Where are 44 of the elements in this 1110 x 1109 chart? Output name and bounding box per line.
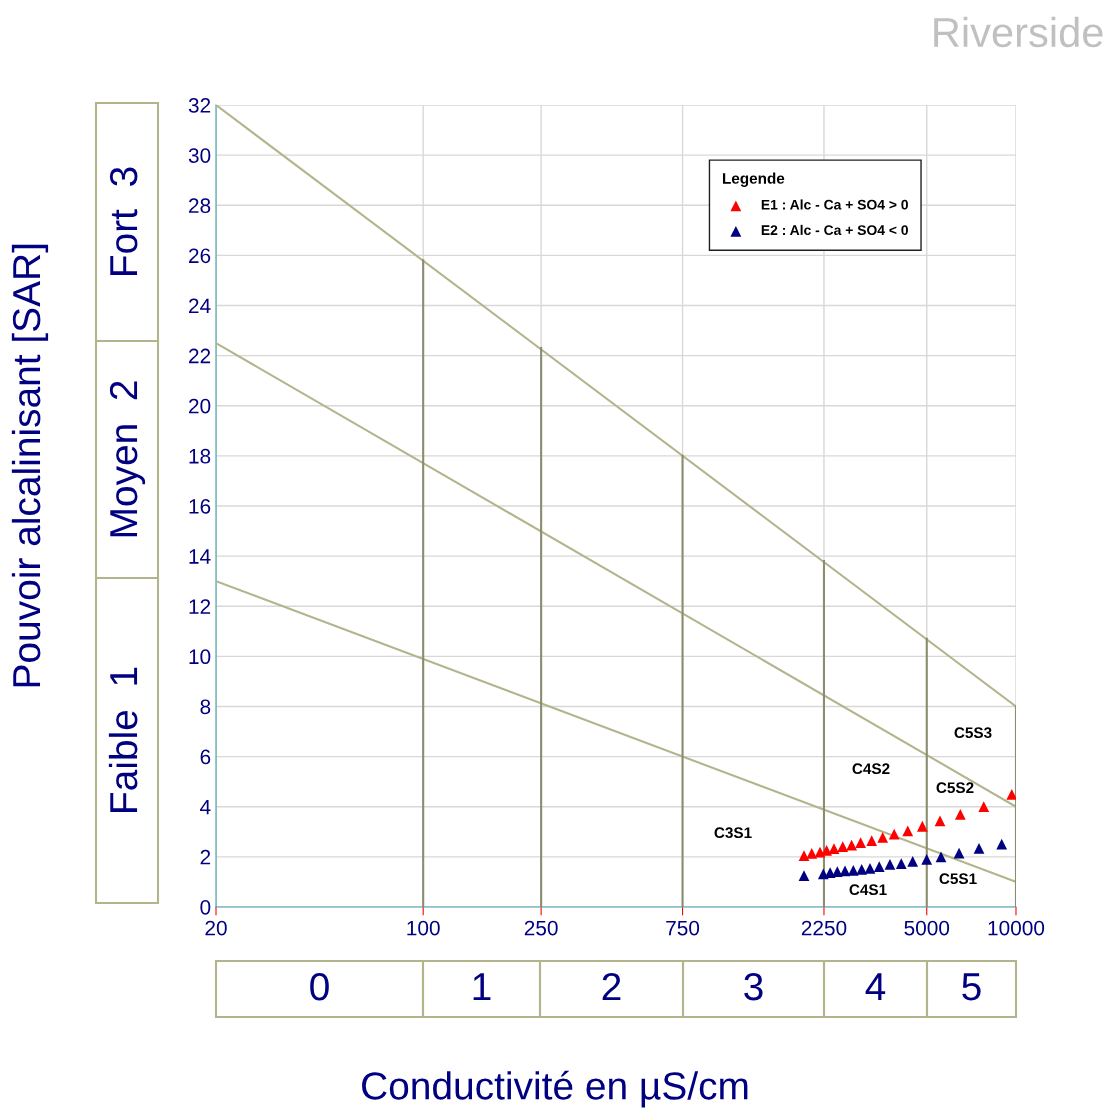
y-tick-label: 22 (189, 348, 211, 364)
y-tick-label: 30 (188, 148, 211, 163)
y-tick-label: 10 (189, 649, 211, 665)
y-tick-label: 26 (189, 248, 211, 264)
y-tick-label: 2 (200, 849, 211, 865)
text: 3 (744, 972, 763, 1001)
text: 5 (962, 973, 981, 1001)
text: Moyen 2 (109, 381, 146, 537)
y-tick-label: 4 (200, 799, 211, 815)
y-tick-label: 16 (189, 498, 211, 514)
chart-title: Riverside (934, 16, 1103, 48)
x-tick-label: 10000 (988, 920, 1045, 936)
y-tick-label: 12 (189, 599, 211, 614)
y-tick-label: 14 (189, 549, 211, 564)
text: 2 (602, 972, 621, 1001)
x-tick-label: 250 (524, 920, 558, 936)
text: Fort 3 (109, 167, 138, 275)
annotation: C4S1 (849, 884, 887, 896)
legend-label: E2 : Alc - Ca + SO4 < 0 (761, 224, 908, 236)
legend-label: E1 : Alc - Ca + SO4 > 0 (761, 199, 908, 210)
annotation: C5S1 (939, 873, 977, 885)
y-tick-label: 32 (188, 98, 211, 113)
text: 1 (473, 973, 491, 1001)
x-tick-label: 2250 (801, 920, 847, 936)
x-tick-label: 750 (666, 920, 700, 936)
y-tick-label: 0 (200, 899, 211, 915)
y-tick-label: 28 (189, 198, 211, 214)
annotation: C4S2 (852, 763, 890, 775)
x-axis-title: Conductivité en µS/cm (362, 1070, 748, 1108)
y-tick-label: 20 (189, 398, 211, 414)
x-tick-label: 100 (407, 920, 440, 936)
text: 4 (865, 973, 886, 1001)
annotation: C3S1 (714, 827, 752, 839)
annotation: C5S2 (936, 782, 974, 794)
y-tick-label: 24 (189, 298, 211, 314)
y-axis-title: Pouvoir alcalinisant [SAR] (11, 244, 49, 687)
text: Faible 1 (108, 667, 138, 812)
x-tick-label: 5000 (904, 920, 950, 936)
text: 0 (310, 972, 329, 1001)
y-tick-label: 18 (189, 448, 211, 464)
y-tick-label: 8 (200, 699, 211, 715)
legend-title: Legende (722, 172, 785, 187)
y-tick-label: 6 (200, 749, 211, 765)
annotation: C5S3 (954, 727, 992, 739)
